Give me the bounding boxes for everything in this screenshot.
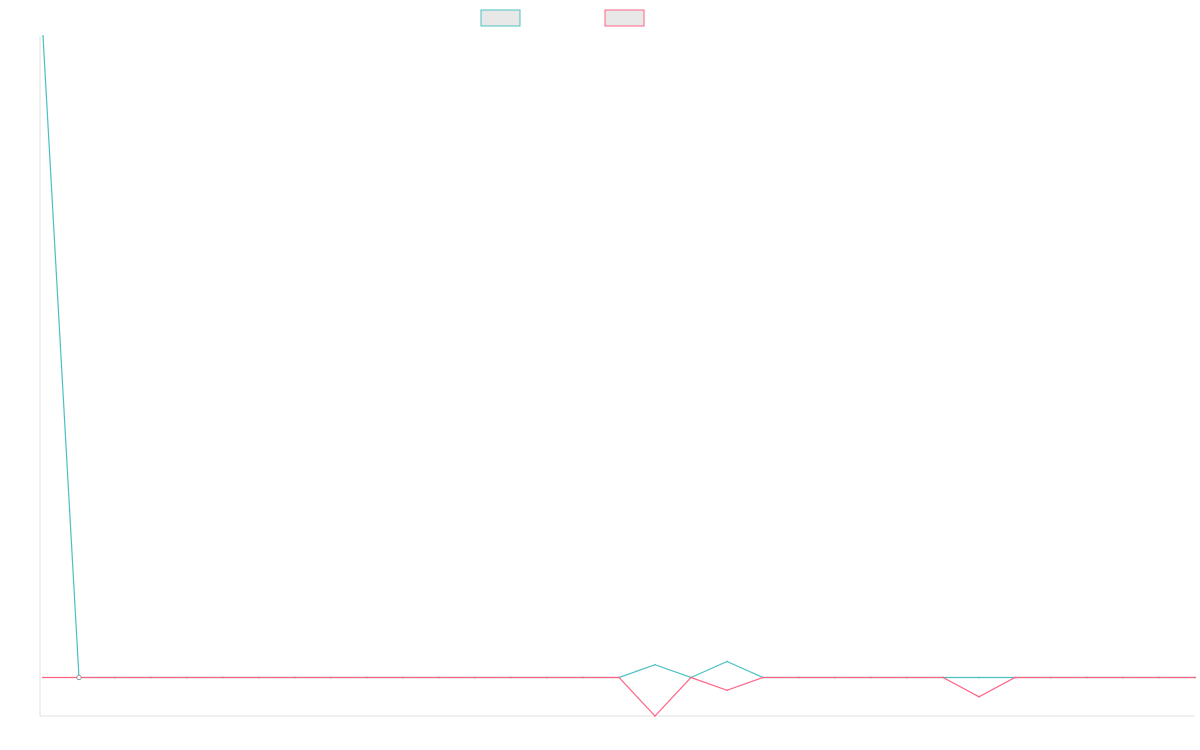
- series-lines: [42, 35, 1195, 717]
- data-point: [654, 663, 656, 666]
- data-point: [474, 676, 476, 679]
- data-point: [582, 676, 584, 679]
- data-point: [222, 676, 224, 679]
- data-point: [438, 676, 440, 679]
- data-point: [546, 676, 548, 679]
- data-point: [1194, 676, 1196, 679]
- series-line-2: [43, 676, 1195, 717]
- data-point: [690, 676, 692, 679]
- series-line-1: [42, 35, 1195, 679]
- data-point: [654, 715, 656, 717]
- data-point: [726, 689, 728, 692]
- legend: [480, 9, 645, 27]
- data-point: [258, 676, 260, 679]
- data-point: [798, 676, 800, 679]
- data-point: [402, 676, 404, 679]
- data-point: [366, 676, 368, 679]
- data-point: [834, 676, 836, 679]
- data-point: [978, 695, 980, 698]
- data-point: [1050, 676, 1052, 679]
- data-point-highlight: [76, 674, 82, 681]
- data-point: [1122, 676, 1124, 679]
- series-markers: [42, 35, 1196, 717]
- data-point: [42, 676, 44, 679]
- data-point: [870, 676, 872, 679]
- data-point: [42, 35, 44, 37]
- legend-swatch-1: [480, 9, 521, 27]
- data-point: [726, 660, 728, 663]
- data-point: [1014, 676, 1016, 679]
- data-point: [978, 676, 980, 679]
- data-point: [906, 676, 908, 679]
- data-point: [618, 676, 620, 679]
- data-point: [114, 676, 116, 679]
- data-point: [150, 676, 152, 679]
- data-point: [294, 676, 296, 679]
- data-point: [942, 676, 944, 679]
- data-point: [510, 676, 512, 679]
- data-point: [762, 676, 764, 679]
- data-point: [330, 676, 332, 679]
- data-point: [186, 676, 188, 679]
- data-point: [1086, 676, 1088, 679]
- legend-swatch-2: [604, 9, 645, 27]
- axes: [39, 36, 1195, 717]
- data-point: [1158, 676, 1160, 679]
